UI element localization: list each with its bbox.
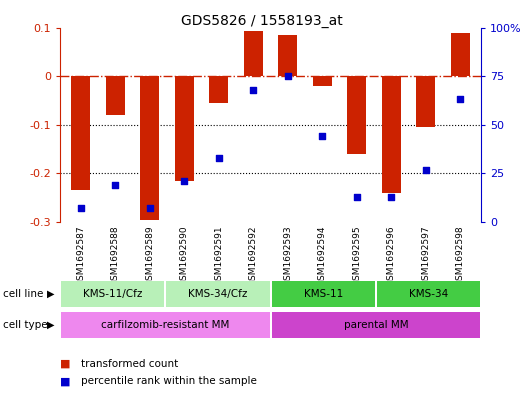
Text: GDS5826 / 1558193_at: GDS5826 / 1558193_at <box>180 14 343 28</box>
Text: percentile rank within the sample: percentile rank within the sample <box>81 376 257 386</box>
Text: KMS-34/Cfz: KMS-34/Cfz <box>188 289 248 299</box>
Point <box>283 73 292 79</box>
Bar <box>166 281 269 307</box>
Bar <box>244 31 263 76</box>
Text: GSM1692587: GSM1692587 <box>76 226 85 286</box>
Text: KMS-11: KMS-11 <box>304 289 343 299</box>
Text: KMS-11/Cfz: KMS-11/Cfz <box>83 289 142 299</box>
Text: GSM1692595: GSM1692595 <box>353 226 361 286</box>
Point <box>180 178 189 184</box>
Bar <box>451 33 470 76</box>
Bar <box>272 312 480 338</box>
Bar <box>71 76 90 191</box>
Text: GSM1692592: GSM1692592 <box>249 226 258 286</box>
Point <box>353 194 361 200</box>
Text: GSM1692594: GSM1692594 <box>318 226 327 286</box>
Text: ■: ■ <box>60 358 71 369</box>
Text: cell line: cell line <box>3 289 43 299</box>
Bar <box>140 76 160 220</box>
Text: ▶: ▶ <box>48 289 55 299</box>
Bar <box>61 312 269 338</box>
Text: KMS-34: KMS-34 <box>409 289 448 299</box>
Text: GSM1692589: GSM1692589 <box>145 226 154 286</box>
Point <box>249 86 258 93</box>
Bar <box>278 35 298 76</box>
Text: GSM1692598: GSM1692598 <box>456 226 465 286</box>
Text: cell type: cell type <box>3 320 47 330</box>
Bar <box>106 76 125 115</box>
Text: GSM1692590: GSM1692590 <box>180 226 189 286</box>
Bar <box>347 76 367 154</box>
Bar <box>313 76 332 86</box>
Text: GSM1692588: GSM1692588 <box>111 226 120 286</box>
Bar <box>382 76 401 193</box>
Text: GSM1692593: GSM1692593 <box>283 226 292 286</box>
Text: GSM1692596: GSM1692596 <box>387 226 396 286</box>
Bar <box>175 76 194 181</box>
Point <box>387 194 395 200</box>
Text: parental MM: parental MM <box>344 320 408 330</box>
Point <box>422 166 430 173</box>
Bar <box>209 76 229 103</box>
Text: GSM1692597: GSM1692597 <box>422 226 430 286</box>
Text: transformed count: transformed count <box>81 358 178 369</box>
Text: ■: ■ <box>60 376 71 386</box>
Point <box>146 205 154 211</box>
Point <box>111 182 120 188</box>
Text: GSM1692591: GSM1692591 <box>214 226 223 286</box>
Text: carfilzomib-resistant MM: carfilzomib-resistant MM <box>101 320 230 330</box>
Text: ▶: ▶ <box>48 320 55 330</box>
Bar <box>377 281 480 307</box>
Bar <box>61 281 164 307</box>
Point <box>77 205 85 211</box>
Point <box>318 133 326 140</box>
Bar <box>272 281 375 307</box>
Point <box>215 155 223 161</box>
Bar <box>416 76 436 127</box>
Point <box>456 96 464 103</box>
